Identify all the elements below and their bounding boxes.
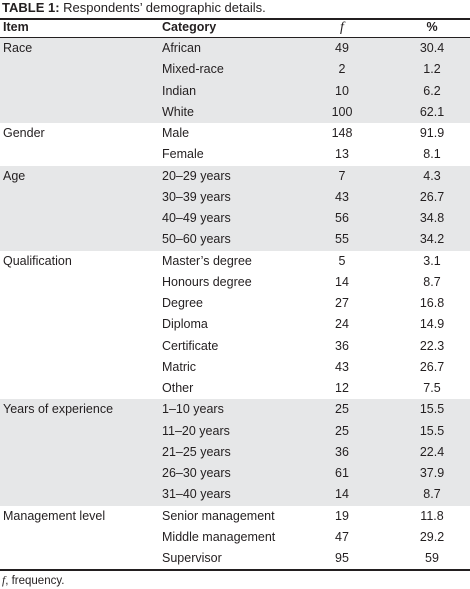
category-label: African [162, 41, 201, 55]
percent: 6.2 [423, 83, 441, 98]
category-label: Middle management [162, 529, 276, 544]
percent: 22.3 [419, 338, 445, 353]
frequency: 95 [335, 551, 349, 565]
percent: 7.5 [423, 381, 441, 395]
top-rule [0, 18, 470, 20]
frequency: 24 [335, 317, 349, 332]
frequency: 25 [335, 423, 349, 438]
percent: 8.7 [423, 487, 441, 502]
frequency: 14 [335, 487, 349, 502]
item-label: Age [3, 168, 26, 183]
percent: 8.1 [423, 147, 441, 162]
item-label: Race [3, 41, 33, 55]
header-category: Category [162, 20, 217, 34]
category-label: 21–25 years [162, 444, 231, 459]
item-label: Gender [3, 126, 45, 140]
frequency: 14 [335, 274, 349, 289]
percent: 37.9 [419, 466, 445, 480]
percent: 11.8 [420, 508, 444, 523]
category-label: 40–49 years [162, 211, 231, 225]
category-label: Male [162, 126, 190, 140]
frequency: 25 [335, 402, 349, 417]
percent: 29.2 [419, 529, 445, 544]
percent: 4.3 [423, 168, 441, 183]
footnote-symbol: f [2, 575, 6, 587]
percent: 91.9 [419, 126, 445, 140]
item-label: Years of experience [3, 402, 114, 417]
frequency: 36 [335, 338, 349, 353]
category-label: 1–10 years [162, 402, 224, 417]
frequency: 27 [335, 296, 349, 310]
caption-text: Respondents’ demographic details. [59, 0, 266, 15]
percent: 30.4 [419, 41, 445, 55]
percent: 15.5 [419, 402, 445, 417]
percent: 14.9 [419, 317, 445, 332]
frequency: 19 [335, 508, 349, 523]
category-label: Other [162, 381, 194, 395]
frequency: 148 [331, 126, 353, 140]
footnote-text: , frequency. [5, 575, 65, 587]
header-item: Item [3, 20, 29, 34]
frequency: 47 [335, 529, 349, 544]
category-label: 30–39 years [162, 189, 231, 204]
item-label: Management level [3, 508, 106, 523]
group-band [0, 38, 470, 123]
header-percent: % [426, 20, 438, 34]
header-frequency: f [340, 20, 344, 35]
frequency: 5 [338, 253, 346, 268]
category-label: 11–20 years [162, 423, 230, 438]
group-band [0, 165, 470, 251]
category-label: White [162, 104, 194, 119]
category-label: Mixed-race [162, 62, 224, 77]
caption-label: TABLE 1: [2, 0, 60, 15]
header-rule [0, 37, 470, 38]
category-label: Supervisor [162, 551, 222, 565]
group-band [0, 399, 470, 506]
category-label: 31–40 years [162, 487, 231, 502]
footnote: f, frequency. [2, 573, 64, 589]
category-label: Master’s degree [162, 253, 252, 268]
category-label: Matric [162, 359, 197, 374]
percent: 26.7 [419, 359, 445, 374]
frequency: 13 [335, 147, 349, 162]
category-label: 26–30 years [162, 466, 231, 480]
frequency: 43 [335, 189, 349, 204]
percent: 15.5 [419, 423, 445, 438]
frequency: 61 [335, 466, 349, 480]
frequency: 56 [335, 211, 349, 225]
frequency: 2 [338, 62, 346, 77]
frequency: 55 [335, 232, 349, 247]
percent: 16.8 [419, 296, 445, 310]
category-label: 50–60 years [162, 232, 231, 247]
frequency: 10 [335, 83, 349, 98]
percent: 34.8 [419, 211, 445, 225]
percent: 22.4 [419, 444, 445, 459]
percent: 8.7 [423, 274, 441, 289]
category-label: Degree [162, 296, 203, 310]
percent: 62.1 [419, 104, 445, 119]
category-label: 20–29 years [162, 168, 231, 183]
item-label: Qualification [3, 253, 72, 268]
bottom-rule [0, 569, 470, 571]
frequency: 36 [335, 444, 349, 459]
percent: 59 [425, 551, 439, 565]
frequency: 7 [338, 168, 346, 183]
frequency: 100 [331, 104, 353, 119]
category-label: Diploma [162, 317, 208, 332]
category-label: Certificate [162, 338, 219, 353]
caption: TABLE 1: Respondents’ demographic detail… [2, 0, 266, 16]
percent: 26.7 [419, 189, 445, 204]
percent: 1.2 [423, 62, 441, 77]
percent: 34.2 [419, 232, 445, 247]
category-label: Honours degree [162, 274, 252, 289]
frequency: 43 [335, 359, 349, 374]
category-label: Female [162, 147, 204, 162]
percent: 3.1 [423, 253, 441, 268]
frequency: 49 [335, 41, 349, 55]
category-label: Indian [162, 83, 197, 98]
category-label: Senior management [162, 508, 275, 523]
frequency: 12 [335, 381, 349, 395]
